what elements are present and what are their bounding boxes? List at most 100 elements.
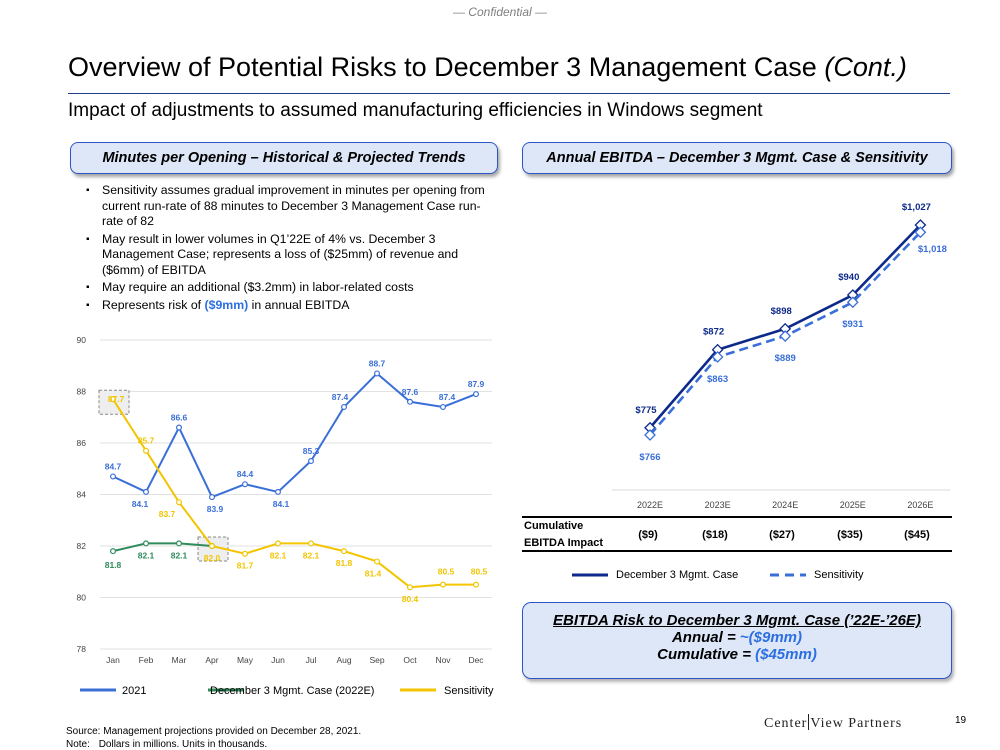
data-label: $863 [707,374,728,385]
x-tick-label: 2022E [637,500,663,510]
data-label: 85.7 [138,436,155,446]
right-panel-heading-text: Annual EBITDA – December 3 Mgmt. Case & … [546,150,928,166]
data-label: $931 [842,319,864,330]
data-point [275,540,282,547]
left-panel-heading: Minutes per Opening – Historical & Proje… [70,142,498,174]
data-label: 80.4 [402,594,419,604]
bullet-item: Represents risk of ($9mm) in annual EBIT… [86,298,496,314]
risk-box-cumulative: Cumulative = ($45mm) [523,646,951,663]
legend-solid-line-swatch [572,573,608,577]
risk-box-title: EBITDA Risk to December 3 Mgmt. Case (’2… [553,612,921,629]
risk-annual-label: Annual = [671,629,740,646]
y-tick-label: 82 [77,541,87,551]
page-title-main: Overview of Potential Risks to December … [68,52,817,82]
x-tick-label: Jun [271,655,285,665]
series-line-1 [112,542,213,553]
x-tick-label: Nov [435,655,451,665]
data-label: 84.4 [237,469,254,479]
x-tick-label: 2024E [772,500,798,510]
data-label: 86.6 [171,413,188,423]
bullet-text: Represents risk of [102,297,205,312]
y-tick-label: 78 [77,644,87,654]
title-rule [68,93,950,94]
data-label: 84.1 [132,499,149,509]
series-line-0 [112,372,477,499]
data-point [341,403,348,410]
data-point [440,403,447,410]
cumulative-value-2026e: ($45) [904,529,930,541]
data-point [242,481,249,488]
data-point [275,488,282,495]
data-point [473,581,480,588]
data-point-marker [644,429,656,441]
data-label: 82.1 [171,550,188,560]
data-point [142,488,149,495]
ebitda-legend-mgmt: December 3 Mgmt. Case [572,569,738,581]
data-point [209,494,216,501]
data-label: 85.3 [303,446,320,456]
data-point [308,540,315,547]
x-tick-label: Sep [369,655,384,665]
data-label: 84.1 [273,499,290,509]
legend-label: Sensitivity [814,569,864,581]
y-tick-label: 80 [77,593,87,603]
data-point [175,540,182,547]
ebitda-legend-sensitivity: Sensitivity [770,569,864,581]
data-point [308,458,315,465]
data-label: 82.0 [204,553,221,563]
data-point [175,499,182,506]
source-note: Source: Management projections provided … [66,726,362,737]
page-title: Overview of Potential Risks to December … [68,52,907,83]
data-label: 87.4 [439,392,456,402]
data-label: 81.7 [237,561,254,571]
bullet-item: Sensitivity assumes gradual improvement … [86,183,496,230]
data-label: 83.7 [159,509,176,519]
cumulative-value-2024e: ($27) [769,529,795,541]
x-tick-label: Feb [139,655,154,665]
data-label: $775 [635,405,657,416]
y-tick-label: 88 [77,387,87,397]
page-subtitle: Impact of adjustments to assumed manufac… [68,100,763,121]
data-point [109,548,116,555]
cumulative-label-2: EBITDA Impact [524,537,604,549]
legend-label: Sensitivity [444,685,494,697]
cumulative-label-1: Cumulative [524,520,584,532]
x-tick-label: 2026E [907,500,933,510]
x-tick-label: Mar [172,655,187,665]
note-text: Dollars in millions. Units in thousands. [98,739,268,750]
bullet-highlight: ($9mm) [204,297,249,312]
series-line-2 [112,398,476,589]
y-tick-label: 86 [77,438,87,448]
data-label: 81.4 [365,568,382,578]
logo-right: View Partners [810,716,903,731]
cumulative-value-2025e: ($35) [837,529,863,541]
data-label: 84.7 [105,461,122,471]
centerview-logo: Center View Partners [764,714,902,732]
data-label: 81.8 [105,560,122,570]
legend-label: December 3 Mgmt. Case (2022E) [210,685,374,697]
y-tick-label: 84 [77,490,87,500]
data-point [142,540,149,547]
legend-label: December 3 Mgmt. Case [616,569,739,581]
annual-ebitda-chart: $775 $872 $898 $940 $1,027 $766 $863 $889 $931 $1… [612,202,950,510]
data-label: 88.7 [369,358,386,368]
data-point [175,424,182,431]
data-label: $766 [639,452,660,463]
note-label: Note: [66,739,90,750]
data-label: $1,027 [902,202,931,213]
data-point-marker [711,351,724,363]
legend-dashed-line-swatch [770,573,806,577]
left-panel-heading-text: Minutes per Opening – Historical & Proje… [102,150,466,166]
data-point-marker [846,296,859,309]
logo-divider [808,714,810,730]
data-label: 87.6 [402,387,419,397]
data-label: 80.5 [471,567,488,577]
data-label: 83.9 [207,504,224,514]
data-label: 87.9 [468,379,485,389]
data-label: $898 [771,306,792,317]
x-tick-label: Dec [468,655,484,665]
data-label: 82.1 [138,550,155,560]
x-tick-label: Jan [106,655,120,665]
bullet-text: in annual EBITDA [248,297,350,312]
data-label: 87.4 [332,392,349,402]
